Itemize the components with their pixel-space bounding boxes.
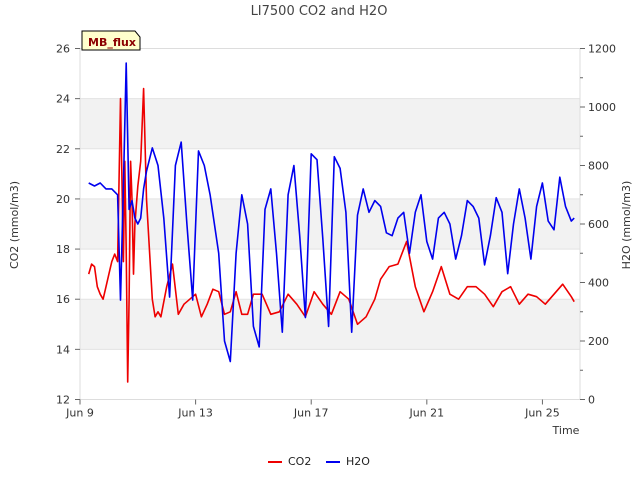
y-left-tick-label: 14 bbox=[56, 343, 70, 356]
y-right-tick-label: 800 bbox=[588, 160, 609, 173]
y-right-tick-label: 400 bbox=[588, 277, 609, 290]
y-axis-right-title: H2O (mmol/m3) bbox=[620, 181, 633, 270]
x-tick-label: Jun 13 bbox=[177, 407, 213, 420]
chart-title: LI7500 CO2 and H2O bbox=[251, 4, 388, 19]
legend-label-h2o: H2O bbox=[346, 455, 370, 468]
x-axis-title: Time bbox=[552, 424, 580, 437]
x-axis: Jun 9 Jun 13 Jun 17 Jun 21 Jun 25 bbox=[65, 399, 560, 420]
y-right-tick-label: 600 bbox=[588, 218, 609, 231]
right-axis: 0 200 400 600 800 1000 1200 bbox=[580, 43, 616, 407]
y-right-tick-label: 1000 bbox=[588, 101, 616, 114]
y-left-tick-label: 12 bbox=[56, 394, 70, 407]
y-right-tick-label: 200 bbox=[588, 335, 609, 348]
y-right-tick-label: 0 bbox=[588, 394, 595, 407]
left-axis: 12 14 16 18 20 22 24 26 bbox=[56, 43, 80, 407]
legend-item-h2o: H2O bbox=[326, 455, 370, 468]
x-tick-label: Jun 9 bbox=[65, 407, 94, 420]
y-left-tick-label: 16 bbox=[56, 293, 70, 306]
x-tick-label: Jun 17 bbox=[293, 407, 329, 420]
y-right-tick-label: 1200 bbox=[588, 43, 616, 56]
y-axis-left-title: CO2 (mmol/m3) bbox=[8, 181, 21, 269]
x-tick-label: Jun 21 bbox=[408, 407, 444, 420]
legend: CO2 H2O bbox=[268, 455, 370, 468]
y-left-tick-label: 24 bbox=[56, 93, 70, 106]
background-band bbox=[80, 98, 580, 149]
badge: MB_flux bbox=[81, 30, 141, 51]
badge-box bbox=[81, 30, 141, 51]
series-line-h2o bbox=[88, 62, 575, 363]
series-layer bbox=[87, 62, 575, 383]
y-left-tick-label: 26 bbox=[56, 43, 70, 56]
y-left-tick-label: 20 bbox=[56, 193, 70, 206]
legend-label-co2: CO2 bbox=[288, 455, 311, 468]
legend-item-co2: CO2 bbox=[268, 455, 311, 468]
y-left-tick-label: 18 bbox=[56, 243, 70, 256]
x-tick-label: Jun 25 bbox=[524, 407, 560, 420]
y-left-tick-label: 22 bbox=[56, 143, 70, 156]
badge-label: MB_flux bbox=[88, 36, 136, 49]
